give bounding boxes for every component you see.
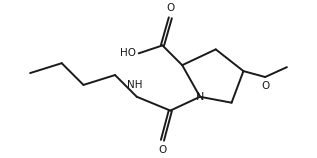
Text: N: N (196, 92, 204, 102)
Text: O: O (158, 145, 166, 155)
Text: NH: NH (127, 80, 143, 90)
Text: HO: HO (120, 48, 136, 58)
Text: O: O (166, 3, 174, 13)
Text: O: O (261, 81, 269, 91)
